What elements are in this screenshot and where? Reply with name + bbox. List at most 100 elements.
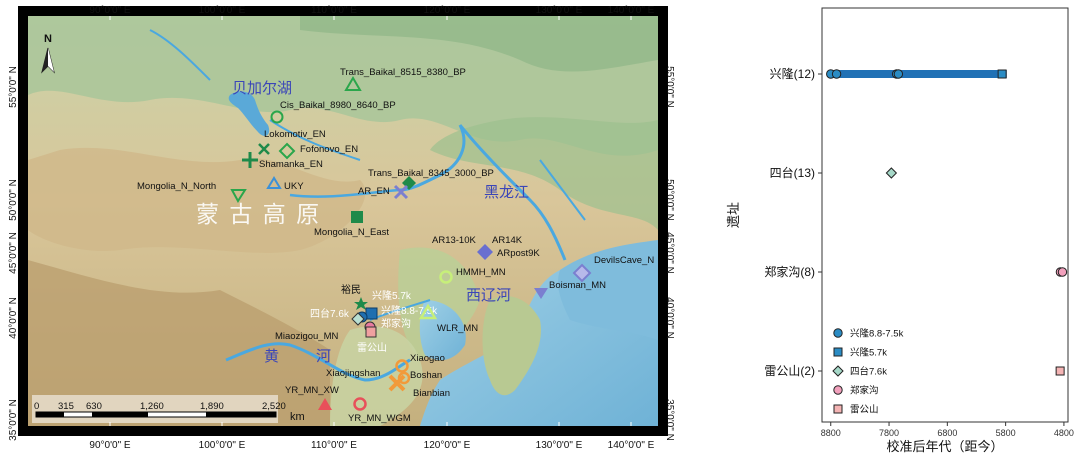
site-label: AR14K [492,235,523,246]
site-label: HMMH_MN [456,267,506,278]
site-marker [365,326,377,338]
date-point [893,69,904,79]
north-arrow-icon: N [41,33,55,74]
legend-key [833,347,843,357]
site-map-panel: 55°0'0" N 50°0'0" N 45°0'0" N 40°0'0" N 35°0… [8,5,675,451]
scale-tick: 2,520 [262,401,286,412]
site-marker [258,143,270,155]
lat-tick-label: 35°0'0" N [8,399,19,441]
site-label: ARpost9K [497,248,540,259]
site-marker [242,152,258,168]
site-marker [230,189,247,203]
site-map: 55°0'0" N 50°0'0" N 45°0'0" N 40°0'0" N 35°0… [8,5,675,451]
lon-tick-label: 120°0'0" E [424,5,471,16]
y-axis-ticks: 兴隆(12) 四台(13) 郑家沟(8) 雷公山(2) [764,66,822,378]
legend-label: 四台7.6k [850,366,887,378]
lat-tick-label: 45°0'0" N [8,232,19,274]
site-label: AR_EN [358,186,390,197]
scale-tick: 0 [34,401,39,412]
lon-tick-label: 110°0'0" E [311,440,357,451]
lat-tick-label: 35°0'0" N [664,399,675,441]
site-marker [270,110,284,124]
legend-key [833,385,843,395]
latitude-ticks-right: 55°0'0" N 50°0'0" N 45°0'0" N 40°0'0" N 35°0… [664,66,675,441]
legend-label: 郑家沟 [850,385,879,397]
x-axis-ticks: 8800 7800 6800 5800 4800 [821,422,1074,438]
site-label: 四台7.6k [310,307,350,320]
date-point [1057,267,1068,277]
site-marker [278,142,296,160]
label-yellow-river-2: 河 [316,348,331,365]
site-marker [572,263,592,283]
label-yellow-river-1: 黄 [264,348,279,365]
scale-tick: 1,260 [140,401,164,412]
date-chart-panel: 兴隆(12) 四台(13) 郑家沟(8) 雷公山(2) 8800 7800 6800 580… [700,0,1080,459]
site-marker [266,176,282,189]
lon-tick-label: 140°0'0" E [608,440,655,451]
lon-tick-label: 120°0'0" E [424,440,471,451]
site-label: YR_MN_WGM [348,413,411,424]
north-label: N [44,33,52,45]
lat-tick-label: 40°0'0" N [664,297,675,339]
x-tick-label: 8800 [821,428,841,438]
label-baikal: 贝加尔湖 [232,80,292,97]
label-mongolian-plateau: 蒙 古 高 原 [196,201,321,227]
site-label: Fofonovo_EN [300,144,358,155]
site-label: Trans_Baikal_8515_8380_BP [340,67,466,78]
scale-tick: 1,890 [200,401,224,412]
site-marker [393,184,409,200]
site-label: Trans_Baikal_8345_3000_BP [368,168,494,179]
date-points [826,69,1068,376]
site-marker [353,397,367,411]
lat-tick-label: 55°0'0" N [8,66,19,108]
date-point [831,69,842,79]
site-label: Lokomotiv_EN [264,129,326,140]
lat-tick-label: 40°0'0" N [8,297,19,339]
y-tick-label: 四台(13) [770,165,815,180]
latitude-ticks-left: 55°0'0" N 50°0'0" N 45°0'0" N 40°0'0" N 35°0… [8,66,19,441]
site-label: Mongolia_N_North [137,181,216,192]
site-marker [354,297,368,310]
date-point [997,69,1007,79]
lon-tick-label: 90°0'0" E [89,5,130,16]
site-label: Boisman_MN [549,280,606,291]
y-tick-label: 郑家沟(8) [764,264,815,279]
lat-tick-label: 50°0'0" N [8,179,19,221]
y-tick-label: 兴隆(12) [770,66,815,81]
site-label: 兴隆5.7k [372,289,412,302]
scale-bar: 0 315 630 1,260 1,890 2,520 km [32,395,305,423]
site-label: 雷公山 [357,342,387,354]
date-range-chart: 兴隆(12) 四台(13) 郑家沟(8) 雷公山(2) 8800 7800 6800 580… [726,7,1074,454]
label-xiliaohe: 西辽河 [466,287,511,304]
legend-key [832,365,844,377]
lat-tick-label: 50°0'0" N [664,179,675,221]
site-marker [351,211,363,223]
date-range-bar [829,70,1007,78]
site-label: Boshan [410,370,442,381]
site-label: Bianbian [413,388,450,399]
x-tick-label: 6800 [937,428,957,438]
legend-label: 雷公山 [850,405,879,416]
site-marker [388,374,406,392]
site-marker [418,303,438,320]
scale-tick: 630 [86,401,102,412]
lon-tick-label: 140°0'0" E [608,5,655,16]
site-label: 裕民 [341,283,361,296]
site-label: Miaozigou_MN [275,331,338,342]
date-point [1055,366,1065,376]
site-marker [534,288,548,299]
scale-unit: km [290,411,305,423]
site-label: Shamanka_EN [259,159,323,170]
date-point [885,167,898,179]
site-label: WLR_MN [437,323,478,334]
site-marker [351,312,365,326]
site-marker [318,398,332,410]
legend-key [833,328,843,338]
site-label: AR13-10K [432,235,476,246]
site-marker [365,307,378,320]
lat-tick-label: 45°0'0" N [664,232,675,274]
site-marker [397,371,411,385]
site-label: Xiaojingshan [326,368,380,379]
x-tick-label: 4800 [1054,428,1074,438]
